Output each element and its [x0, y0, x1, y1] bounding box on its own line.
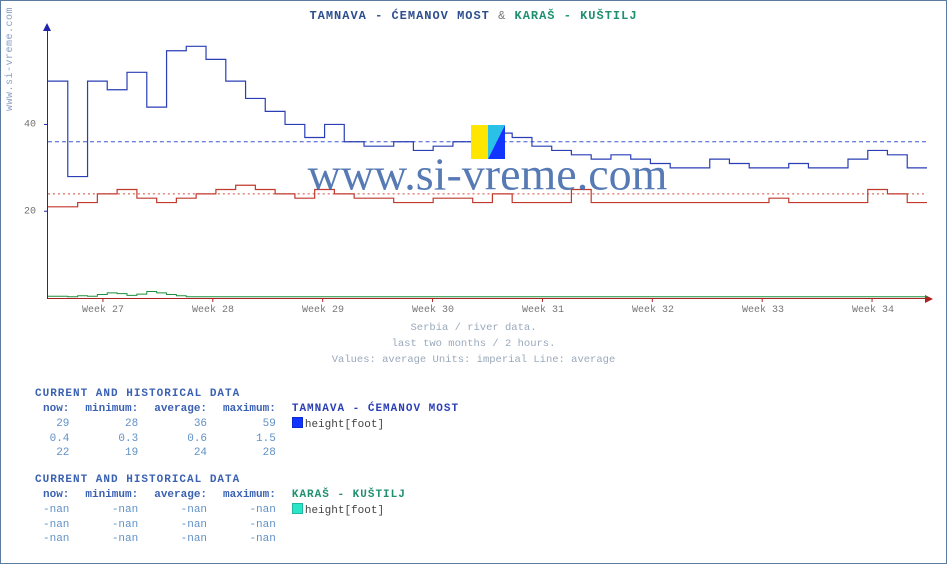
- title-ampersand: &: [498, 9, 506, 23]
- swatch-icon: [292, 503, 303, 514]
- table2-metric: height[foot]: [284, 502, 414, 518]
- col-avg: average:: [146, 402, 215, 416]
- x-tick-label: Week 28: [192, 305, 234, 316]
- chart-title: TAMNAVA - ĆEMANOV MOST & KARAŠ - KUŠTILJ: [1, 1, 946, 29]
- table1: now: minimum: average: maximum: TAMNAVA …: [35, 402, 467, 460]
- col-min: minimum:: [77, 488, 146, 502]
- table2-series-name: KARAŠ - KUŠTILJ: [284, 488, 414, 502]
- table-header-row: now: minimum: average: maximum: TAMNAVA …: [35, 402, 467, 416]
- table-row: 29 28 36 59 height[foot]: [35, 416, 467, 432]
- swatch-icon: [292, 417, 303, 428]
- title-series-1: TAMNAVA - ĆEMANOV MOST: [309, 9, 489, 23]
- y-tick-label: 40: [24, 119, 36, 130]
- table-row: 0.4 0.3 0.6 1.5: [35, 432, 467, 446]
- table2: now: minimum: average: maximum: KARAŠ - …: [35, 488, 414, 546]
- chart-caption: Serbia / river data. last two months / 2…: [1, 321, 946, 368]
- x-tick-label: Week 32: [632, 305, 674, 316]
- table1-series-name: TAMNAVA - ĆEMANOV MOST: [284, 402, 467, 416]
- table-row: 22 19 24 28: [35, 446, 467, 460]
- table-row: -nan -nan -nan -nan: [35, 532, 414, 546]
- x-tick-label: Week 33: [742, 305, 784, 316]
- table-row: -nan -nan -nan -nan height[foot]: [35, 502, 414, 518]
- col-max: maximum:: [215, 402, 284, 416]
- x-tick-label: Week 34: [852, 305, 894, 316]
- chart-area: www.si-vreme.com 2040Week 27Week 28Week …: [31, 29, 934, 299]
- table-row: -nan -nan -nan -nan: [35, 518, 414, 532]
- x-tick-label: Week 30: [412, 305, 454, 316]
- col-max: maximum:: [215, 488, 284, 502]
- x-tick-label: Week 27: [82, 305, 124, 316]
- caption-line-2: last two months / 2 hours.: [1, 337, 946, 353]
- chart-svg: [48, 29, 927, 298]
- col-min: minimum:: [77, 402, 146, 416]
- x-tick-label: Week 31: [522, 305, 564, 316]
- table1-title: CURRENT AND HISTORICAL DATA: [35, 388, 946, 400]
- col-now: now:: [35, 488, 77, 502]
- col-now: now:: [35, 402, 77, 416]
- col-avg: average:: [146, 488, 215, 502]
- title-series-2: KARAŠ - KUŠTILJ: [515, 9, 638, 23]
- table-header-row: now: minimum: average: maximum: KARAŠ - …: [35, 488, 414, 502]
- caption-line-3: Values: average Units: imperial Line: av…: [1, 353, 946, 369]
- table2-title: CURRENT AND HISTORICAL DATA: [35, 474, 946, 486]
- y-axis-source-label: www.si-vreme.com: [5, 7, 16, 111]
- caption-line-1: Serbia / river data.: [1, 321, 946, 337]
- y-tick-label: 20: [24, 206, 36, 217]
- plot-area: www.si-vreme.com 2040Week 27Week 28Week …: [47, 29, 927, 299]
- page-root: TAMNAVA - ĆEMANOV MOST & KARAŠ - KUŠTILJ…: [0, 0, 947, 564]
- data-tables: CURRENT AND HISTORICAL DATA now: minimum…: [35, 388, 946, 546]
- table1-metric: height[foot]: [284, 416, 467, 432]
- x-tick-label: Week 29: [302, 305, 344, 316]
